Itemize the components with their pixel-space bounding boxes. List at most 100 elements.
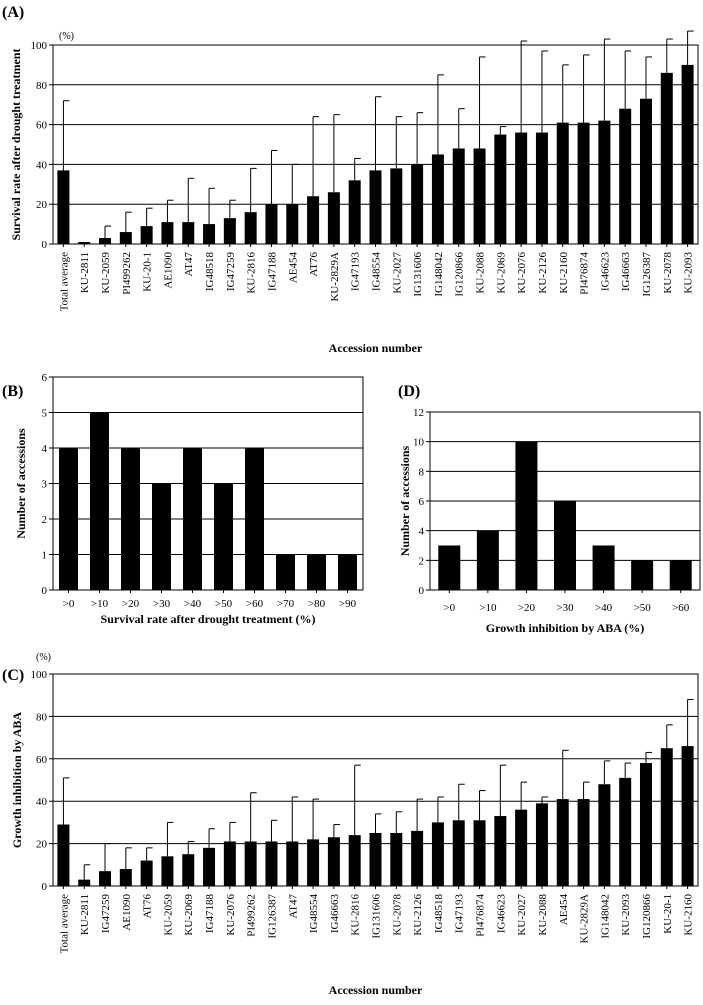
bar [140, 860, 153, 886]
y-tick-label: 4 [419, 526, 425, 538]
bar [681, 64, 694, 245]
panel-c: 0 20 40 60 80 100 Total average KU-2811 IG47259 A… [2, 652, 699, 997]
y-tick-label: 0 [419, 585, 425, 597]
x-tick-label: KU-2027 [391, 252, 403, 294]
x-tick-label: >50 [215, 598, 233, 610]
x-tick-label: IG47193 [350, 252, 362, 292]
x-tick-label: AT76 [142, 894, 154, 919]
bar [182, 222, 195, 244]
bar [182, 854, 195, 886]
bar [438, 545, 461, 590]
y-tick-label: 10 [413, 437, 425, 449]
bar [660, 748, 673, 886]
bar [554, 501, 576, 590]
x-tick-label: >60 [672, 602, 690, 614]
panel-label: (A) [2, 4, 24, 21]
x-tick-label: IG126387 [266, 894, 278, 939]
x-tick-label: IG47188 [204, 894, 216, 934]
x-tick-label: AE454 [287, 252, 299, 284]
y-tick-label: 6 [419, 496, 425, 508]
x-axis-label: Survival rate after drought treatment (%… [101, 612, 316, 626]
x-tick-label: IG47188 [266, 252, 278, 292]
bar [119, 869, 132, 886]
x-tick-label: IG46663 [620, 252, 632, 292]
x-tick-label: IG46663 [329, 894, 341, 934]
bar [265, 204, 278, 244]
x-tick-label: KU-2027 [516, 894, 528, 936]
bar [639, 98, 652, 244]
y-axis-label: Survival rate after drought treatment [9, 49, 23, 241]
y-tick-label: 8 [419, 466, 425, 478]
unit-label: (%) [36, 652, 51, 663]
x-tick-label: IG47193 [454, 894, 466, 934]
bar [631, 560, 654, 590]
y-tick-label: 80 [36, 80, 48, 92]
bar [203, 224, 216, 244]
bar [140, 226, 153, 244]
bar [119, 232, 132, 244]
bar [78, 242, 91, 244]
x-tick-label: IG120866 [641, 894, 653, 939]
x-tick-label: IG131606 [371, 894, 383, 939]
y-tick-label: 12 [413, 407, 424, 419]
x-tick-label: PI499262 [246, 894, 258, 937]
bar [223, 218, 236, 244]
y-tick-label: 6 [42, 372, 48, 384]
bar [476, 530, 499, 590]
bar [592, 545, 615, 590]
panel-label: (D) [398, 383, 420, 400]
y-tick-label: 40 [36, 159, 48, 171]
bar [452, 148, 465, 244]
bar [307, 196, 320, 244]
bar [99, 871, 112, 886]
y-tick-label: 60 [36, 120, 48, 132]
x-tick-label: >40 [184, 598, 202, 610]
bar [535, 132, 548, 244]
x-tick-label: KU-2078 [391, 894, 403, 936]
bar [152, 483, 171, 590]
bar [598, 784, 611, 886]
x-tick-label: AT47 [183, 252, 195, 277]
x-axis-label: Growth inhibition by ABA (%) [486, 621, 644, 635]
unit-label: (%) [59, 31, 74, 42]
bar [276, 554, 295, 590]
bar [338, 554, 357, 590]
bar [244, 212, 257, 244]
x-tick-label: IG148042 [433, 252, 445, 297]
bar [639, 763, 652, 886]
y-tick-label: 40 [36, 796, 48, 808]
bar [660, 72, 673, 244]
x-tick-label: AE1090 [162, 252, 174, 289]
bar [265, 841, 278, 886]
bar [99, 238, 112, 244]
y-tick-label: 4 [42, 443, 48, 455]
bar [669, 560, 692, 590]
bar [245, 448, 264, 590]
bar [577, 799, 590, 886]
x-axis-label: Accession number [329, 983, 423, 997]
x-tick-label: >70 [277, 598, 295, 610]
x-tick-label: IG48554 [308, 894, 320, 934]
y-tick-label: 5 [42, 408, 48, 420]
bar [619, 108, 632, 245]
y-tick-label: 20 [36, 199, 48, 211]
panel-a: 0 20 40 60 80 100 Total average KU-2811 KU-2059 P… [2, 4, 699, 355]
bar [307, 839, 320, 886]
bar [452, 820, 465, 886]
x-tick-label: KU-2078 [662, 252, 674, 294]
x-axis-label: Accession number [329, 341, 423, 355]
x-tick-label: >20 [518, 602, 536, 614]
x-tick-label: KU-2811 [79, 894, 91, 935]
x-tick-label: >10 [91, 598, 109, 610]
y-tick-label: 1 [42, 550, 48, 562]
x-tick-label: IG47259 [100, 894, 112, 934]
x-tick-label: KU-2069 [495, 252, 507, 294]
panel-label: (B) [2, 383, 23, 400]
x-tick-label: IG48518 [204, 252, 216, 292]
x-tick-label: AE454 [558, 894, 570, 926]
bar [90, 412, 109, 590]
x-tick-label: KU-2059 [100, 252, 112, 294]
y-tick-label: 2 [419, 555, 425, 567]
bar [369, 170, 382, 244]
